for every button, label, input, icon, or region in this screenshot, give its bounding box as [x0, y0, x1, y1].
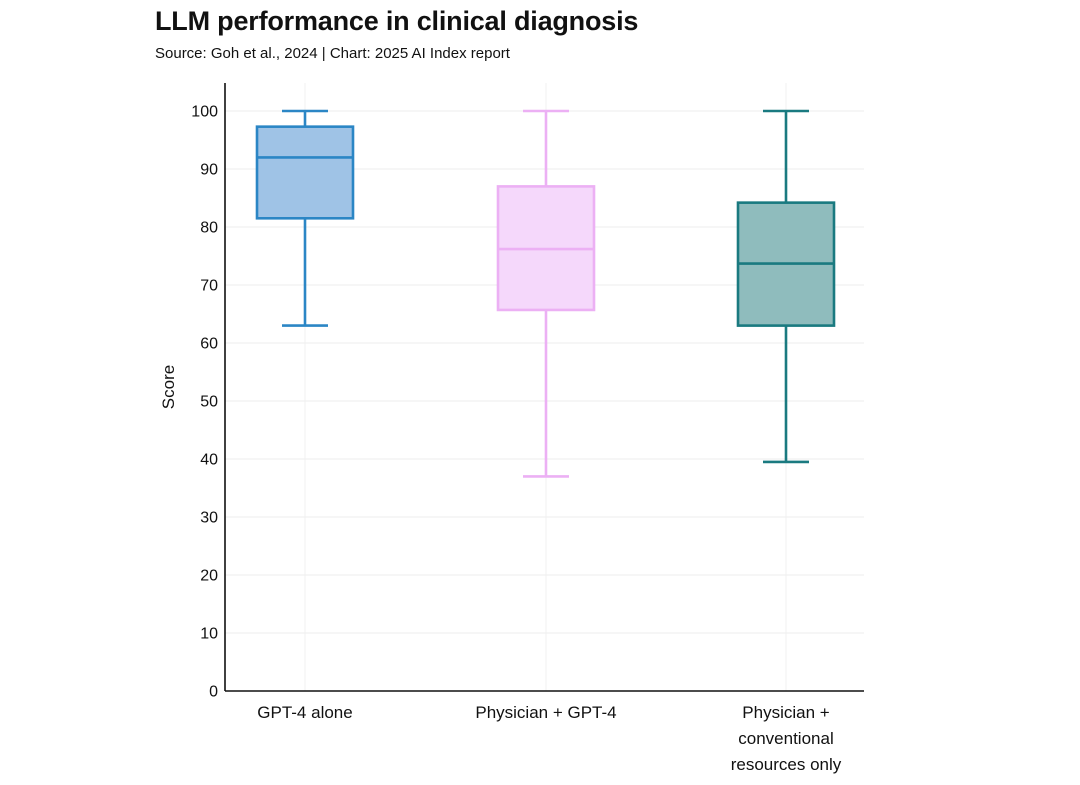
y-tick-label: 0	[209, 684, 218, 701]
x-category-label-line: resources only	[731, 755, 842, 774]
x-category-label-line: GPT-4 alone	[257, 703, 352, 722]
y-tick-label: 20	[200, 568, 218, 585]
x-category-labels: GPT-4 alone Physician + GPT-4 Physician + c…	[257, 703, 841, 774]
y-tick-label: 70	[200, 278, 218, 295]
y-tick-labels: 0 10 20 30 40 50 60 70 80 90 100	[191, 104, 218, 701]
x-category-label-line: Physician + GPT-4	[475, 703, 616, 722]
axes	[224, 83, 864, 692]
x-category-label-line: conventional	[738, 729, 833, 748]
y-tick-label: 100	[191, 104, 218, 121]
y-axis-title: Score	[159, 365, 178, 409]
y-tick-label: 50	[200, 394, 218, 411]
x-category-label: Physician + GPT-4	[475, 703, 616, 722]
x-category-label-line: Physician +	[742, 703, 829, 722]
box-3	[736, 109, 836, 464]
iqr-box	[255, 125, 355, 220]
y-tick-label: 40	[200, 452, 218, 469]
x-category-label: GPT-4 alone	[257, 703, 352, 722]
box-2	[496, 109, 596, 478]
chart-title: LLM performance in clinical diagnosis	[155, 6, 639, 36]
box-1	[255, 109, 355, 327]
boxes	[255, 109, 836, 478]
y-tick-label: 30	[200, 510, 218, 527]
chart-subtitle: Source: Goh et al., 2024 | Chart: 2025 A…	[155, 45, 510, 62]
y-tick-label: 60	[200, 336, 218, 353]
y-tick-label: 90	[200, 162, 218, 179]
x-category-label: Physician + conventional resources only	[731, 703, 842, 774]
y-tick-label: 80	[200, 220, 218, 237]
y-tick-label: 10	[200, 626, 218, 643]
